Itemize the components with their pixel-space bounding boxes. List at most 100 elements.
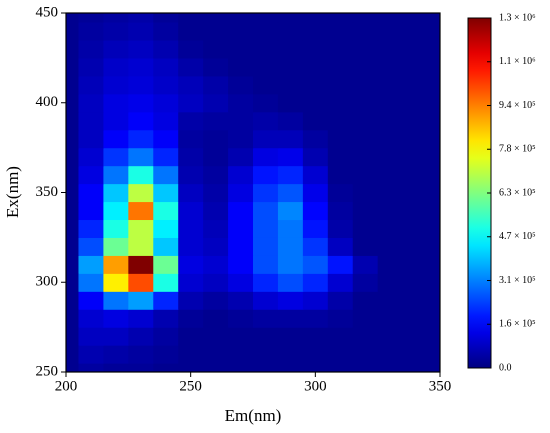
- contour-cell: [327, 111, 354, 131]
- contour-cell: [352, 255, 379, 274]
- contour-cell: [302, 21, 329, 41]
- contour-cell: [427, 363, 440, 372]
- contour-cell: [352, 147, 379, 167]
- contour-cell: [153, 21, 179, 41]
- contour-cell: [78, 219, 104, 238]
- contour-cell: [277, 129, 304, 149]
- contour-cell: [78, 183, 104, 203]
- contour-cell: [128, 273, 154, 292]
- contour-cell: [153, 291, 179, 310]
- contour-cell: [66, 237, 80, 256]
- contour-cell: [178, 363, 204, 372]
- y-axis-label: Ex(nm): [3, 166, 22, 218]
- contour-cell: [402, 219, 429, 238]
- contour-cell: [253, 39, 279, 59]
- contour-cell: [66, 13, 80, 23]
- contour-cell: [427, 327, 440, 346]
- contour-cell: [253, 201, 279, 221]
- contour-cell: [228, 165, 254, 185]
- contour-cell: [277, 39, 304, 59]
- contour-cell: [277, 327, 304, 346]
- contour-cell: [203, 273, 229, 292]
- contour-cell: [66, 273, 80, 292]
- contour-cell: [66, 39, 80, 59]
- contour-cell: [302, 309, 329, 328]
- contour-cell: [253, 291, 279, 310]
- contour-cell: [427, 21, 440, 41]
- contour-cell: [203, 13, 229, 23]
- contour-cell: [327, 345, 354, 364]
- contour-cell: [178, 219, 204, 238]
- contour-cell: [78, 273, 104, 292]
- contour-cell: [178, 183, 204, 203]
- contour-cell: [103, 75, 129, 95]
- contour-cell: [128, 57, 154, 77]
- contour-cell: [228, 345, 254, 364]
- contour-cell: [203, 291, 229, 310]
- contour-cell: [377, 201, 404, 221]
- contour-cell: [327, 309, 354, 328]
- contour-cell: [103, 237, 129, 256]
- x-tick-label: 350: [429, 378, 452, 394]
- contour-cell: [402, 147, 429, 167]
- contour-cell: [402, 75, 429, 95]
- contour-cell: [302, 255, 329, 274]
- contour-cell: [402, 111, 429, 131]
- contour-cell: [66, 345, 80, 364]
- contour-cell: [427, 75, 440, 95]
- contour-cell: [427, 309, 440, 328]
- contour-field: [66, 13, 440, 372]
- contour-cell: [103, 13, 129, 23]
- contour-cell: [277, 273, 304, 292]
- contour-cell: [66, 165, 80, 185]
- contour-cell: [327, 21, 354, 41]
- contour-cell: [277, 147, 304, 167]
- contour-cell: [427, 39, 440, 59]
- contour-cell: [253, 21, 279, 41]
- contour-cell: [178, 345, 204, 364]
- contour-cell: [377, 165, 404, 185]
- contour-cell: [427, 345, 440, 364]
- contour-cell: [253, 273, 279, 292]
- contour-cell: [103, 327, 129, 346]
- contour-cell: [277, 183, 304, 203]
- contour-cell: [78, 75, 104, 95]
- contour-cell: [153, 345, 179, 364]
- contour-cell: [302, 219, 329, 238]
- contour-cell: [103, 363, 129, 372]
- contour-cell: [427, 201, 440, 221]
- x-axis-label: Em(nm): [225, 406, 282, 425]
- contour-cell: [178, 111, 204, 131]
- contour-cell: [277, 111, 304, 131]
- contour-cell: [66, 21, 80, 41]
- contour-cell: [327, 219, 354, 238]
- contour-cell: [66, 111, 80, 131]
- contour-cell: [352, 219, 379, 238]
- contour-cell: [352, 21, 379, 41]
- contour-cell: [327, 129, 354, 149]
- contour-cell: [78, 345, 104, 364]
- contour-cell: [203, 147, 229, 167]
- contour-cell: [153, 327, 179, 346]
- contour-cell: [178, 309, 204, 328]
- y-tick-label: 450: [36, 4, 59, 20]
- contour-cell: [228, 111, 254, 131]
- contour-cell: [327, 75, 354, 95]
- contour-cell: [203, 327, 229, 346]
- contour-cell: [128, 129, 154, 149]
- contour-cell: [327, 147, 354, 167]
- contour-cell: [228, 147, 254, 167]
- contour-cell: [103, 129, 129, 149]
- contour-cell: [253, 219, 279, 238]
- contour-cell: [178, 57, 204, 77]
- contour-cell: [153, 273, 179, 292]
- contour-cell: [253, 147, 279, 167]
- contour-cell: [178, 21, 204, 41]
- contour-cell: [78, 13, 104, 23]
- contour-cell: [302, 57, 329, 77]
- contour-cell: [228, 39, 254, 59]
- contour-cell: [427, 129, 440, 149]
- contour-cell: [327, 273, 354, 292]
- contour-cell: [128, 237, 154, 256]
- contour-cell: [128, 183, 154, 203]
